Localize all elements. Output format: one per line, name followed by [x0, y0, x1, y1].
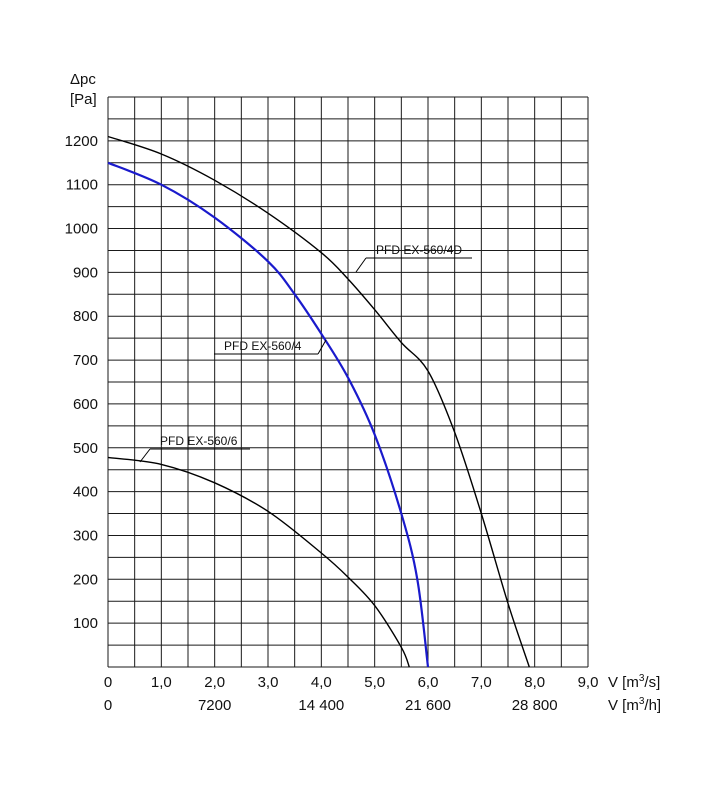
x-tick-label: 0 — [104, 674, 112, 691]
x-axis-secondary-unit-label: V [m3/h] — [608, 696, 661, 714]
x2-unit-suffix: /h] — [644, 697, 661, 714]
x-axis-unit-label: V [m3/s] — [608, 673, 660, 691]
x-unit-sup: 3 — [639, 673, 645, 684]
x-unit-suffix: /s] — [644, 674, 660, 691]
y-tick-label: 100 — [73, 615, 98, 632]
x-tick-label: 8,0 — [524, 674, 545, 691]
grid — [107, 96, 589, 668]
x-tick-label: 4,0 — [311, 674, 332, 691]
label-leader-line — [139, 448, 151, 463]
x-tick-label: 3,0 — [258, 674, 279, 691]
x-tick-labels: 0 1,0 2,0 3,0 4,0 5,0 6,0 7,0 8,0 9,0 — [104, 674, 599, 691]
x-tick-label: 2,0 — [204, 674, 225, 691]
x-tick-label: 7,0 — [471, 674, 492, 691]
x2-unit-sup: 3 — [639, 696, 645, 707]
y-tick-label: 1100 — [66, 177, 98, 194]
y-tick-label: 1200 — [65, 133, 98, 150]
x-tick-label: 5,0 — [364, 674, 385, 691]
y-tick-label: 500 — [73, 440, 98, 457]
x-secondary-tick-label: 7200 — [198, 697, 231, 714]
y-tick-label: 800 — [73, 308, 98, 325]
label-leader-line — [355, 257, 367, 273]
x-unit-prefix: V [m — [608, 674, 639, 691]
x-tick-label: 9,0 — [578, 674, 599, 691]
y-tick-label: 900 — [73, 264, 98, 281]
y-tick-label: 1000 — [65, 221, 98, 238]
y-tick-label: 300 — [73, 527, 98, 544]
curve-pfd-ex-560-4 — [107, 161, 430, 668]
x-secondary-tick-label: 0 — [104, 697, 112, 714]
y-axis-label-unit: [Pa] — [70, 91, 97, 108]
curves — [107, 135, 530, 668]
y-tick-label: 700 — [73, 352, 98, 369]
curve-pfd-ex-560-4d — [107, 135, 530, 668]
x-secondary-tick-label: 14 400 — [298, 697, 344, 714]
y-tick-label: 200 — [73, 571, 98, 588]
x-tick-label: 1,0 — [151, 674, 172, 691]
x-secondary-tick-labels: 0 7200 14 400 21 600 28 800 — [104, 697, 558, 714]
y-tick-label: 400 — [73, 484, 98, 501]
x-tick-label: 6,0 — [418, 674, 439, 691]
y-axis-label-symbol: Δpc — [70, 71, 96, 88]
x2-unit-prefix: V [m — [608, 697, 639, 714]
y-tick-labels: 100 200 300 400 500 600 700 800 900 1000 1100 1200 — [65, 133, 98, 632]
curve-pfd-ex-560-6 — [107, 456, 410, 668]
label-leader-line — [317, 339, 327, 355]
series-label: PFD EX-560/4 — [224, 339, 302, 353]
series-label: PFD EX-560/6 — [160, 434, 238, 448]
y-tick-label: 600 — [73, 396, 98, 413]
x-secondary-tick-label: 28 800 — [512, 697, 558, 714]
x-secondary-tick-label: 21 600 — [405, 697, 451, 714]
series-label: PFD EX-560/4D — [376, 243, 462, 257]
curve-labels: PFD EX-560/4D PFD EX-560/4 PFD EX-560/6 — [139, 243, 472, 463]
